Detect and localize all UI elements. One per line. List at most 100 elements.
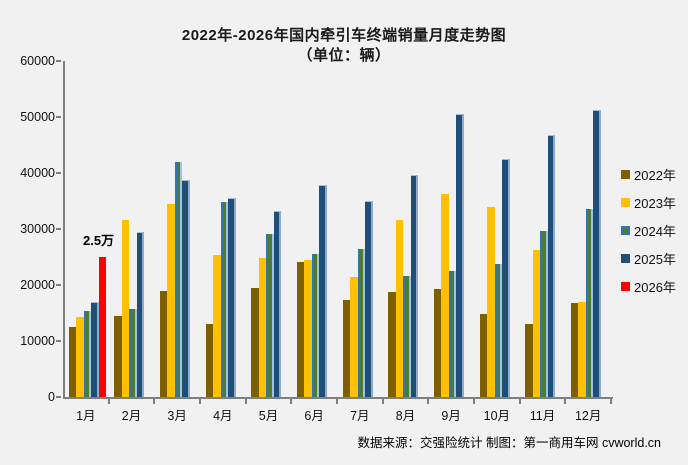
legend-swatch-icon — [621, 282, 630, 291]
bar-y2024-m11 — [540, 230, 548, 397]
y-axis-tick-label: 0 — [48, 390, 55, 404]
chart-title-line1: 2022年-2026年国内牵引车终端销量月度走势图 — [181, 27, 507, 44]
legend-swatch-icon — [621, 254, 630, 263]
x-axis-month-label: 1月 — [76, 409, 96, 423]
bar-y2024-m6 — [311, 254, 320, 397]
x-axis-month-label: 9月 — [441, 409, 461, 423]
bar-y2024-m4 — [220, 202, 228, 397]
bar-y2024-m5 — [266, 234, 274, 397]
x-axis-tick — [473, 399, 475, 404]
x-axis-tick — [153, 399, 156, 404]
y-axis-tick — [56, 284, 61, 286]
bar-y2022-m4 — [205, 324, 213, 397]
y-axis-tick — [56, 396, 61, 398]
bar-y2022-m11 — [525, 324, 533, 397]
y-axis-tick-label: 20000 — [20, 278, 55, 292]
bar-y2022-m2 — [114, 315, 122, 397]
bar-y2023-m6 — [304, 259, 312, 397]
y-axis-tick-label: 10000 — [20, 334, 55, 348]
x-axis-month-label: 6月 — [304, 409, 324, 423]
bar-y2025-m8 — [410, 175, 419, 397]
legend-item-2022: 2022年 — [621, 165, 676, 184]
bar-y2025-m2 — [136, 232, 145, 397]
x-axis-tick — [427, 399, 430, 404]
legend-label: 2024年 — [634, 224, 676, 239]
y-axis-tick-label: 50000 — [20, 110, 55, 124]
x-axis-tick — [107, 399, 110, 404]
bar-y2025-m9 — [456, 114, 464, 397]
bar-y2023-m1 — [76, 316, 84, 397]
bar-y2024-m3 — [174, 162, 183, 397]
x-axis-month-label: 10月 — [483, 409, 511, 423]
legend-label: 2026年 — [634, 280, 676, 295]
y-axis-tick-label: 40000 — [20, 166, 55, 180]
bar-y2023-m3 — [167, 204, 175, 397]
legend-swatch-icon — [621, 198, 630, 207]
bar-y2025-m7 — [365, 201, 373, 397]
bar-y2025-m5 — [273, 211, 282, 397]
legend-swatch-icon — [621, 226, 630, 235]
bar-y2023-m10 — [487, 206, 495, 397]
y-axis-tick — [56, 60, 61, 62]
x-axis-month-label: 3月 — [167, 409, 187, 423]
bar-y2024-m10 — [494, 264, 502, 397]
y-axis-tick-label: 60000 — [20, 54, 55, 68]
bar-y2025-m4 — [228, 197, 236, 397]
bar-y2025-m11 — [547, 135, 556, 397]
bar-y2022-m6 — [296, 262, 305, 397]
bar-y2022-m12 — [570, 303, 579, 397]
x-axis-tick — [244, 399, 247, 404]
legend-swatch-icon — [621, 170, 630, 179]
x-axis-month-label: 11月 — [529, 409, 556, 423]
bar-y2022-m8 — [388, 291, 396, 397]
chart-title-line2: （单位：辆） — [297, 47, 391, 65]
legend-item-2024: 2024年 — [621, 221, 676, 240]
bar-y2023-m8 — [395, 220, 404, 397]
bar-y2022-m10 — [479, 314, 487, 397]
legend-label: 2025年 — [634, 252, 676, 267]
bar-y2024-m12 — [585, 209, 594, 397]
x-axis-month-label: 12月 — [574, 409, 602, 423]
x-axis-tick — [381, 399, 384, 404]
bar-y2023-m2 — [121, 220, 130, 397]
legend-item-2025: 2025年 — [621, 249, 676, 268]
x-axis-month-label: 8月 — [395, 409, 416, 423]
legend: 2022年 2023年 2024年 2025年 2026年 — [621, 165, 676, 305]
source-credit: 数据来源：交强险统计 制图：第一商用车网 cvworld.cn — [357, 436, 662, 450]
bar-y2024-m9 — [448, 271, 457, 397]
bar-y2022-m3 — [159, 291, 168, 397]
y-axis-tick-label: 30000 — [20, 222, 55, 236]
bar-y2022-m5 — [251, 287, 259, 397]
x-axis-tick — [199, 399, 201, 404]
bar-y2025-m12 — [593, 109, 601, 397]
bar-y2023-m11 — [532, 250, 541, 397]
legend-label: 2022年 — [634, 168, 676, 183]
x-axis-tick — [518, 399, 521, 404]
bar-y2024-m8 — [403, 276, 411, 397]
bar-y2023-m12 — [578, 301, 586, 397]
bar-y2024-m2 — [129, 308, 137, 397]
y-axis-tick — [56, 340, 61, 342]
bar-y2025-m10 — [502, 159, 510, 397]
x-axis-month-label: 4月 — [213, 409, 233, 423]
bar-y2025-m1 — [91, 302, 99, 397]
x-axis-tick — [610, 399, 612, 404]
bar-y2023-m4 — [213, 255, 221, 397]
bar-y2022-m9 — [433, 288, 442, 397]
bar-y2025-m3 — [182, 179, 190, 397]
x-axis-tick — [564, 399, 567, 404]
x-axis-month-label: 5月 — [258, 409, 279, 423]
bar-y2023-m7 — [350, 276, 358, 397]
y-axis-tick — [56, 172, 61, 174]
y-axis-tick — [56, 228, 61, 230]
legend-item-2023: 2023年 — [621, 193, 676, 212]
data-label-jan-2026: 2.5万 — [83, 233, 115, 248]
bar-y2024-m7 — [357, 248, 365, 397]
bar-y2023-m5 — [258, 258, 267, 397]
chart-title: 2022年-2026年国内牵引车终端销量月度走势图 （单位：辆） — [0, 26, 688, 67]
x-axis-month-label: 2月 — [121, 409, 142, 423]
x-axis-tick — [290, 399, 293, 404]
legend-label: 2023年 — [634, 196, 676, 211]
bar-y2023-m9 — [441, 194, 449, 397]
